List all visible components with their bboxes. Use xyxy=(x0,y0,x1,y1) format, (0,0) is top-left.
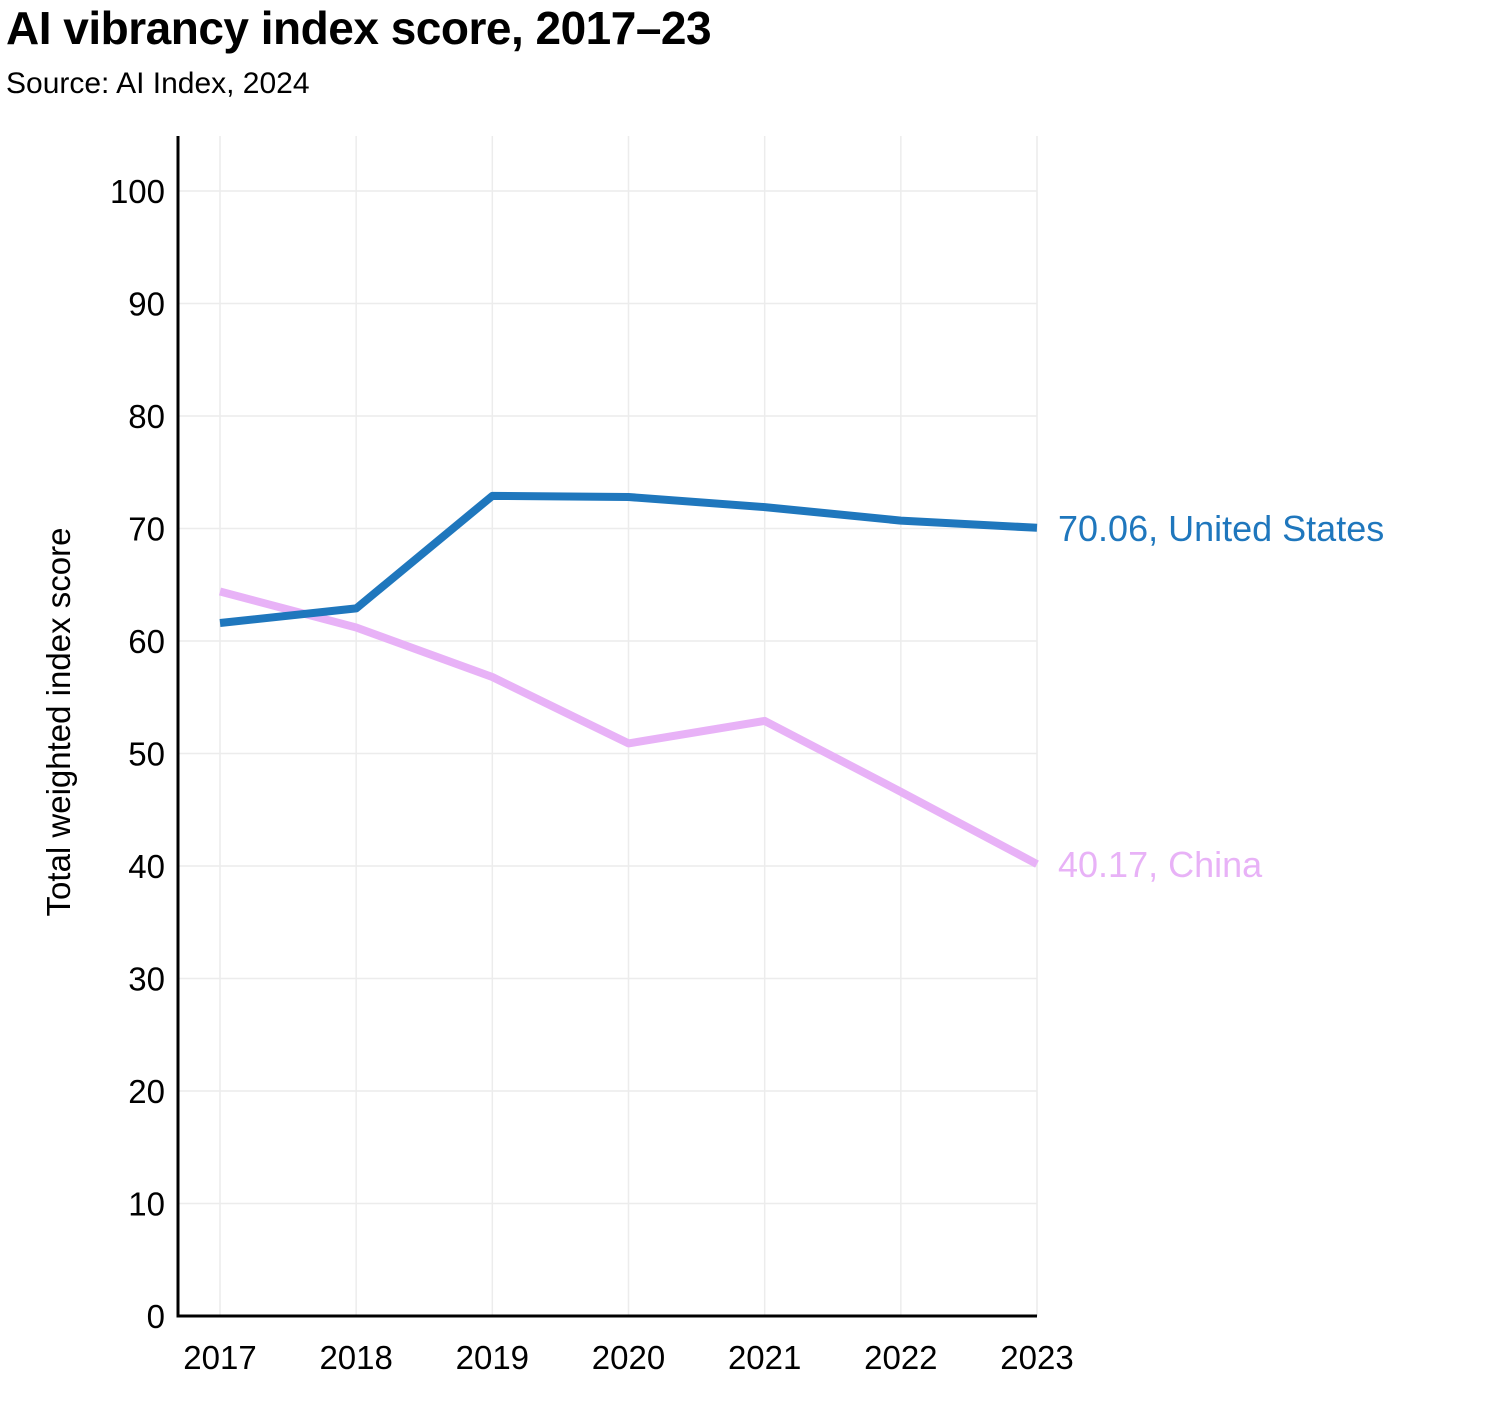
x-tick-label: 2022 xyxy=(864,1339,937,1376)
y-tick-label: 70 xyxy=(128,511,165,548)
gridlines xyxy=(178,136,1038,1316)
series-line-china xyxy=(218,587,1039,868)
x-tick-label: 2020 xyxy=(592,1339,665,1376)
chart-subtitle: Source: AI Index, 2024 xyxy=(6,67,310,100)
y-tick-label: 0 xyxy=(147,1298,165,1335)
y-tick-label: 90 xyxy=(128,286,165,323)
x-tick-label: 2019 xyxy=(456,1339,529,1376)
chart-title: AI vibrancy index score, 2017–23 xyxy=(6,2,712,54)
y-tick-label: 100 xyxy=(110,173,165,210)
y-tick-label: 80 xyxy=(128,398,165,435)
x-tick-label: 2021 xyxy=(728,1339,801,1376)
axes xyxy=(176,136,1037,1318)
y-tick-label: 20 xyxy=(128,1073,165,1110)
x-tick-label: 2023 xyxy=(1000,1339,1073,1376)
series-line-united-states xyxy=(219,491,1038,627)
y-tick-label: 50 xyxy=(128,736,165,773)
y-tick-label: 60 xyxy=(128,623,165,660)
y-axis-title: Total weighted index score xyxy=(40,528,77,917)
series-lines xyxy=(218,491,1039,868)
tick-labels: 0 10 20 30 40 50 60 70 80 90 100 2017 2018 2019 2020 20… xyxy=(110,173,1384,1376)
y-tick-label: 40 xyxy=(128,848,165,885)
series-end-label-china: 40.17, China xyxy=(1058,844,1263,885)
series-end-label-united-states: 70.06, United States xyxy=(1058,508,1384,549)
x-tick-label: 2018 xyxy=(319,1339,392,1376)
y-tick-label: 10 xyxy=(128,1186,165,1223)
x-tick-label: 2017 xyxy=(183,1339,256,1376)
y-tick-label: 30 xyxy=(128,961,165,998)
